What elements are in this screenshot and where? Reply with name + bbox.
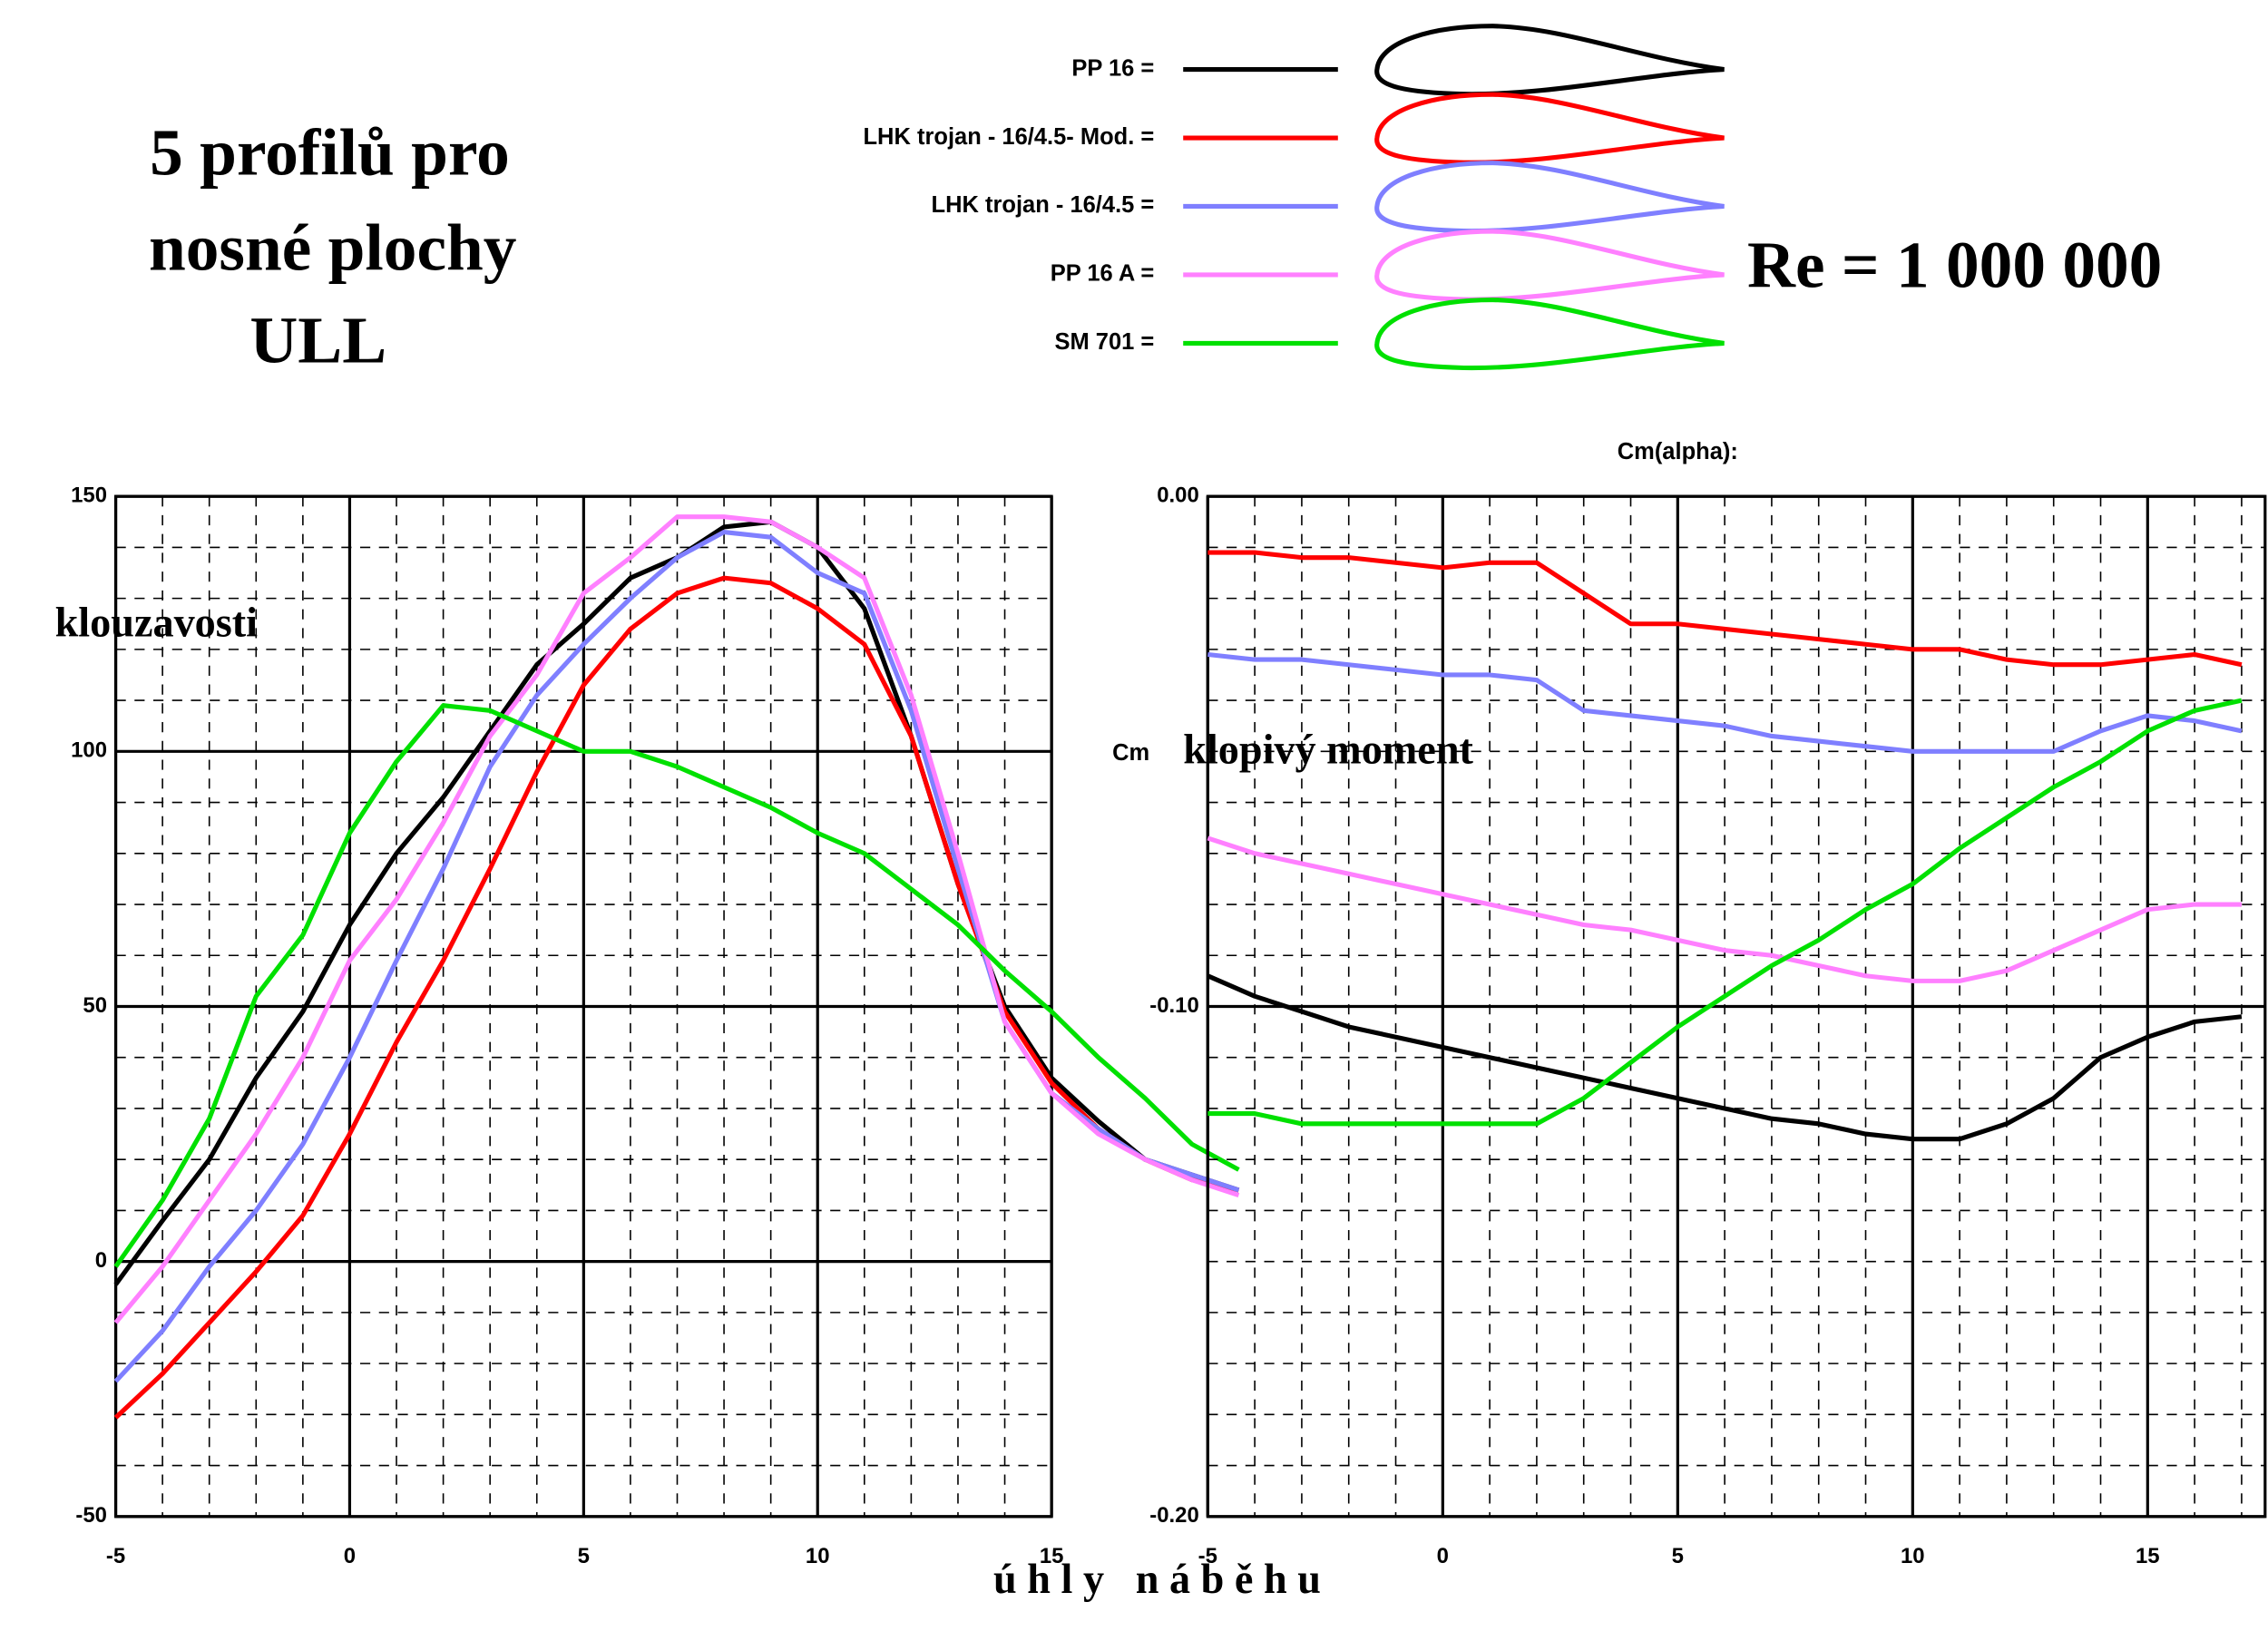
plot-frame (113, 494, 1053, 1519)
airfoil-icon (1374, 297, 1725, 371)
x-tick-label: 5 (1672, 1544, 1684, 1568)
legend-label: LHK trojan - 16/4.5- Mod. = (863, 124, 1154, 150)
y-tick-label: 150 (71, 483, 107, 507)
plot-frame (1206, 494, 2267, 1519)
legend-label: LHK trojan - 16/4.5 = (932, 192, 1155, 218)
y-tick-label: -0.20 (1149, 1503, 1198, 1528)
data-line (1207, 835, 2242, 983)
title-line: 5 profilů pro (150, 115, 510, 189)
title-line: nosné plochy (149, 211, 517, 285)
y-tick-label: 0 (95, 1248, 107, 1273)
data-line (113, 703, 1240, 1268)
y-tick-label: 100 (71, 738, 107, 763)
y-tick-label: 0.00 (1157, 483, 1199, 507)
data-line (1207, 651, 2243, 754)
data-line (1207, 550, 2243, 668)
x-tick-label: -5 (106, 1544, 125, 1568)
y-tick-label: -0.10 (1149, 993, 1198, 1018)
x-axis-label: ú h l y n á b ě h u (993, 1557, 1321, 1603)
airfoil-icon (1374, 229, 1725, 302)
airfoil-icon (1374, 161, 1725, 234)
x-tick-label: 15 (1040, 1544, 1064, 1568)
legend-label: PP 16 = (1071, 55, 1154, 81)
y-tick-label: -50 (75, 1503, 107, 1528)
data-line (1207, 698, 2243, 1127)
y-axis-label: Cm (1112, 740, 1149, 766)
data-line (113, 575, 1239, 1420)
annotation: klouzavosti (55, 600, 259, 646)
chart-title: Cm(alpha): (1618, 439, 1738, 464)
x-tick-label: 15 (2136, 1544, 2160, 1568)
x-tick-label: 0 (1437, 1544, 1449, 1568)
title-line: ULL (249, 304, 386, 377)
annotation: Re = 1 000 000 (1747, 229, 2162, 302)
annotation: klopivý moment (1183, 728, 1473, 774)
data-line (1207, 973, 2243, 1142)
data-line (113, 514, 1240, 1324)
x-tick-label: -5 (1198, 1544, 1217, 1568)
x-tick-label: 0 (344, 1544, 356, 1568)
x-tick-label: 10 (1901, 1544, 1925, 1568)
legend-label: PP 16 A = (1051, 261, 1155, 287)
airfoil-icon (1374, 24, 1725, 97)
x-tick-label: 5 (578, 1544, 590, 1568)
y-tick-label: 50 (83, 993, 107, 1018)
airfoil-icon (1374, 92, 1725, 165)
x-tick-label: 10 (806, 1544, 830, 1568)
legend-label: SM 701 = (1054, 329, 1154, 355)
